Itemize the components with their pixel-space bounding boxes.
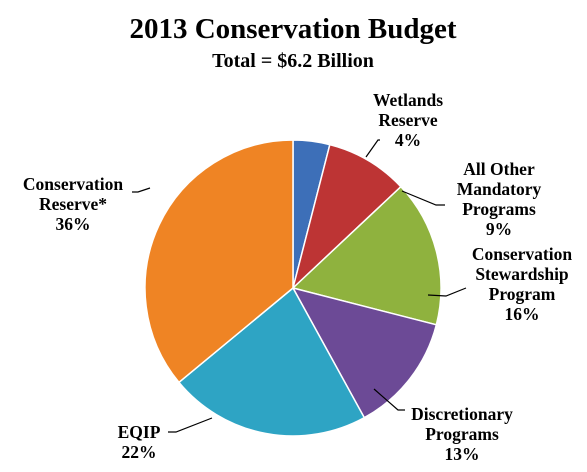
leader-line	[401, 190, 445, 206]
pie-slices	[144, 139, 442, 437]
slice-value-label: 16%	[505, 304, 540, 324]
slice-name-label: Reserve*	[39, 194, 107, 214]
slice-value-label: 13%	[445, 444, 480, 464]
slice-value-label: 4%	[395, 130, 421, 150]
chart-subtitle: Total = $6.2 Billion	[212, 50, 374, 72]
slice-label: EQIP 22%	[118, 422, 161, 462]
slice-name-label: Reserve	[378, 110, 438, 130]
slice-name-label: Wetlands	[373, 90, 443, 110]
slice-label: Conservation Stewardship Program 16%	[472, 244, 572, 324]
slice-name-label: Stewardship	[475, 264, 569, 284]
slice-name-label: Mandatory	[457, 179, 542, 199]
leader-line	[373, 388, 405, 411]
pie-slice	[291, 143, 402, 291]
slice-value-label: 9%	[486, 219, 512, 239]
slice-name-label: Programs	[425, 424, 499, 444]
slice-label: Conservation Reserve* 36%	[23, 174, 123, 234]
slice-name-label: Program	[489, 284, 556, 304]
leader-line	[427, 287, 467, 297]
slice-labels: Wetlands Reserve 4%All Other Mandatory Progr…	[23, 90, 572, 464]
pie-slice	[291, 185, 442, 326]
slice-name-label: All Other	[463, 159, 535, 179]
leader-line	[365, 139, 380, 158]
slice-value-label: 36%	[56, 214, 91, 234]
chart-title: 2013 Conservation Budget	[129, 13, 456, 45]
slice-label: Wetlands Reserve 4%	[373, 90, 443, 150]
leader-line	[168, 417, 213, 433]
pie-slice	[144, 139, 294, 384]
slice-label: Discretionary Programs 13%	[411, 404, 513, 464]
slice-name-label: EQIP	[118, 422, 161, 442]
leader-line	[132, 187, 151, 193]
slice-name-label: Conservation	[23, 174, 123, 194]
slice-value-label: 22%	[122, 442, 157, 462]
slice-name-label: Conservation	[472, 244, 572, 264]
pie-slice	[291, 286, 438, 419]
slice-name-label: Discretionary	[411, 404, 513, 424]
slice-name-label: Programs	[462, 199, 536, 219]
pie-slice	[177, 286, 366, 437]
slice-label: All Other Mandatory Programs 9%	[457, 159, 542, 239]
